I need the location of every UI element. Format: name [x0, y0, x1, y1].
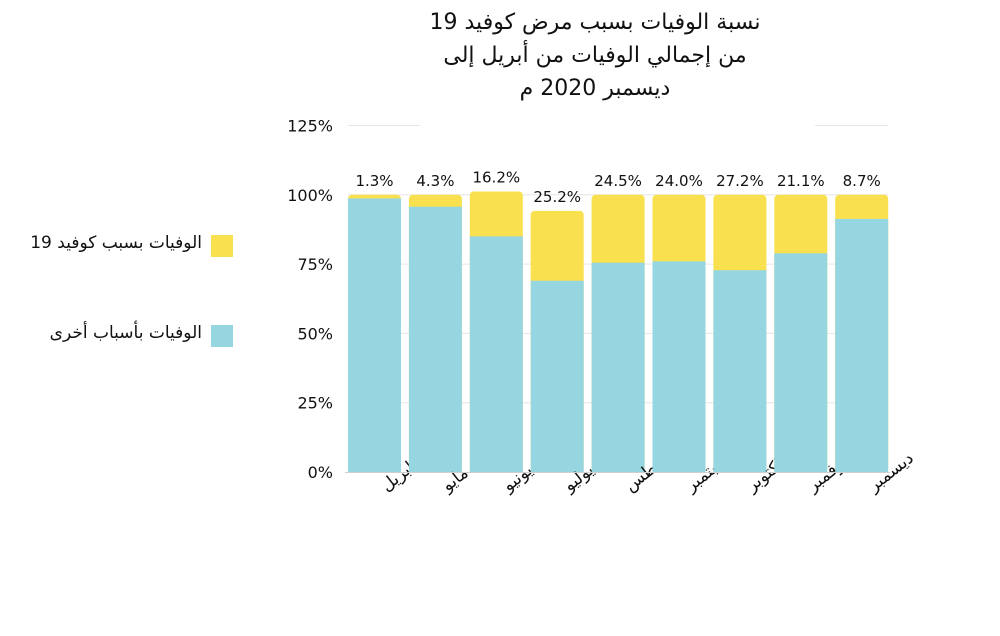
chart-legend: الوفيات بسبب كوفيد 19 الوفيات بأسباب أخر…	[0, 0, 260, 636]
data-label: 24.5%	[594, 172, 642, 190]
bar-other-segment	[591, 262, 645, 472]
data-label: 16.2%	[472, 168, 520, 186]
y-tick-label: 125%	[287, 117, 333, 136]
bar-other-segment	[530, 280, 584, 472]
bar-other-segment	[469, 236, 523, 472]
chart-title-line-3: ديسمبر 2020 م	[519, 76, 671, 101]
data-label: 25.2%	[533, 188, 581, 206]
bar-other-segment	[408, 206, 462, 472]
data-label: 1.3%	[355, 172, 393, 190]
bar-other-segment	[652, 261, 706, 472]
data-label: 4.3%	[416, 172, 454, 190]
legend-swatch-other	[211, 325, 233, 347]
data-label: 24.0%	[655, 172, 703, 190]
y-tick-label: 100%	[287, 186, 333, 205]
bar-other-segment	[835, 218, 889, 472]
legend-label-other: الوفيات بأسباب أخرى	[49, 323, 202, 343]
bar-other-segment	[348, 198, 401, 472]
y-tick-label: 50%	[297, 324, 333, 343]
legend-swatch-covid	[211, 235, 233, 257]
chart-title-line-2: من إجمالي الوفيات من أبريل إلى	[443, 43, 747, 68]
bar-other-segment	[774, 253, 828, 472]
legend-label-covid: الوفيات بسبب كوفيد 19	[30, 233, 202, 253]
data-label: 27.2%	[716, 172, 764, 190]
y-tick-label: 25%	[297, 394, 333, 413]
y-tick-label: 75%	[297, 255, 333, 274]
y-tick-label: 0%	[308, 463, 333, 482]
chart-title: نسبة الوفيات بسبب مرض كوفيد 19 من إجمالي…	[380, 6, 810, 105]
legend-item-covid: الوفيات بسبب كوفيد 19	[0, 233, 247, 257]
data-label: 21.1%	[777, 172, 825, 190]
chart-title-line-1: نسبة الوفيات بسبب مرض كوفيد 19	[429, 10, 761, 35]
bar-other-segment	[713, 270, 767, 472]
legend-item-other: الوفيات بأسباب أخرى	[0, 323, 247, 347]
data-label: 8.7%	[843, 172, 881, 190]
